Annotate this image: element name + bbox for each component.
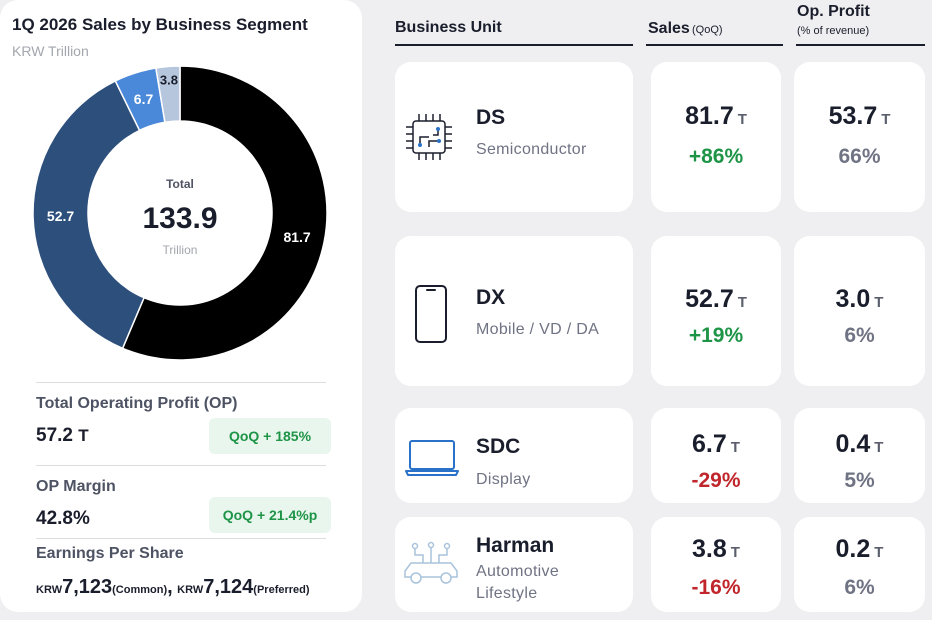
header-unit-label: Business Unit [395,19,502,36]
profit-value: 53.7 T [794,102,925,131]
unit-card-ds: DS Semiconductor [395,62,633,212]
divider [36,465,326,466]
donut-data-label-ds: 81.7 [283,229,310,245]
unit-card-harman: Harman Automotive Lifestyle [395,517,633,612]
profit-margin: 6% [844,576,875,599]
eps-pref-kind: (Preferred) [253,584,310,596]
unit-name: DX [476,286,506,309]
sales-card-sdc: 6.7 T -29% [651,408,781,503]
eps-separator: , [167,576,173,598]
sales-qoq-change: -16% [691,576,741,599]
header-sales: Sales (QoQ) [646,0,783,46]
donut-data-label-dx: 52.7 [47,208,74,224]
profit-number: 0.4 [835,430,871,458]
profit-number: 0.2 [835,535,871,563]
unit-name: Harman [476,534,555,557]
profit-value: 3.0 T [794,285,925,314]
unit-description: Display [476,471,531,488]
donut-data-label-harman: 3.8 [160,72,178,87]
sales-number: 52.7 [685,285,734,313]
sales-value: 6.7 T [651,430,781,459]
unit-suffix: T [874,544,884,561]
donut-center-label: Total [166,177,194,191]
unit-card-sdc: SDC Display [395,408,633,503]
op-label: Total Operating Profit (OP) [36,395,238,412]
eps-values: KRW7,123(Common), KRW7,124(Preferred) [36,576,310,599]
unit-suffix: T [737,294,747,311]
unit-suffix: T [874,294,884,311]
sales-qoq-change: +19% [688,324,744,347]
profit-number: 3.0 [835,285,871,313]
sales-qoq-change: +86% [688,145,744,168]
header-profit-note: (% of revenue) [797,25,870,37]
profit-number: 53.7 [828,102,878,130]
connected-car-icon [404,541,458,584]
donut-slice-ds [121,65,328,361]
donut-center-total: 133.9 [142,202,217,235]
divider [36,382,326,383]
op-value: 57.2 T [36,425,89,447]
unit-description-line-1: Automotive [476,563,560,580]
unit-description-line-2: Lifestyle [476,585,538,602]
margin-label: OP Margin [36,478,116,495]
profit-margin: 5% [844,469,875,492]
sales-card-ds: 81.7 T +86% [651,62,781,212]
profit-margin: 6% [844,324,875,347]
sales-value: 3.8 T [651,535,781,564]
op-qoq-badge: QoQ + 185% [209,418,331,454]
header-sales-note: (QoQ) [692,24,723,36]
header-business-unit: Business Unit [395,0,633,46]
sales-qoq-change: -29% [691,469,741,492]
eps-pref-currency: KRW [177,584,204,596]
profit-card-ds: 53.7 T 66% [794,62,925,212]
header-op-profit: Op. Profit (% of revenue) [796,0,925,46]
chip-icon [406,114,452,160]
profit-card-dx: 3.0 T 6% [794,236,925,386]
eps-common-value: 7,123 [62,576,113,598]
donut-data-label-sdc: 6.7 [134,91,154,107]
unit-suffix: T [730,544,740,561]
profit-value: 0.4 T [794,430,925,459]
unit-description: Mobile / VD / DA [476,321,600,338]
profit-margin: 66% [838,145,881,168]
unit-name: DS [476,106,506,129]
sales-card-dx: 52.7 T +19% [651,236,781,386]
profit-value: 0.2 T [794,535,925,564]
donut-center-unit: Trillion [163,243,198,257]
sales-value: 52.7 T [651,285,781,314]
sales-card-harman: 3.8 T -16% [651,517,781,612]
divider [36,538,326,539]
unit-suffix: T [874,439,884,456]
sales-value: 81.7 T [651,102,781,131]
laptop-icon [405,440,459,476]
profit-card-sdc: 0.4 T 5% [794,408,925,503]
sales-number: 3.8 [692,535,727,563]
margin-qoq-badge: QoQ + 21.4%p [209,497,331,533]
donut-slice-dx [32,79,146,350]
donut-chart: 81.7 52.7 6.7 3.8 Total 133.9 Trillion [32,65,328,361]
chart-title: 1Q 2026 Sales by Business Segment [12,15,308,34]
sales-segment-card: 1Q 2026 Sales by Business Segment KRW Tr… [0,0,362,612]
eps-pref-value: 7,124 [203,576,254,598]
profit-card-harman: 0.2 T 6% [794,517,925,612]
eps-label: Earnings Per Share [36,545,184,562]
unit-suffix: T [881,111,891,128]
sales-number: 81.7 [685,102,734,130]
chart-subtitle: KRW Trillion [12,43,89,59]
sales-number: 6.7 [692,430,727,458]
unit-card-dx: DX Mobile / VD / DA [395,236,633,386]
header-sales-label: Sales [648,20,690,37]
margin-value: 42.8% [36,508,90,529]
header-profit-label: Op. Profit [797,3,870,20]
op-value-unit: T [78,426,89,445]
op-value-number: 57.2 [36,425,73,446]
eps-common-currency: KRW [36,584,63,596]
unit-suffix: T [737,111,747,128]
donut-slice-harman [155,65,181,124]
eps-common-kind: (Common) [112,584,168,596]
unit-name: SDC [476,435,521,458]
unit-suffix: T [730,439,740,456]
unit-description: Semiconductor [476,141,587,158]
smartphone-icon [415,285,447,343]
